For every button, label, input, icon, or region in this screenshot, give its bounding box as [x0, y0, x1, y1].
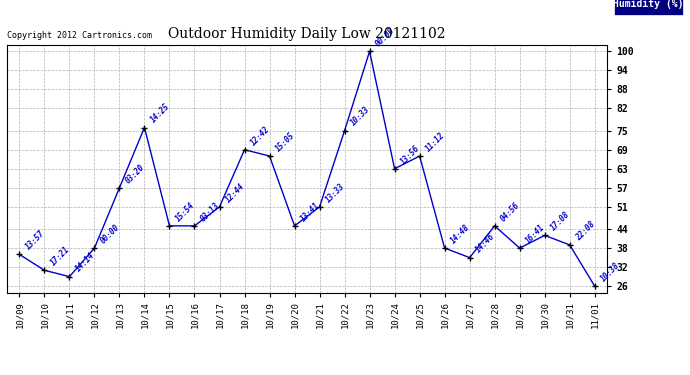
- Text: 22:08: 22:08: [574, 219, 597, 242]
- Text: 15:05: 15:05: [274, 130, 297, 153]
- Text: Copyright 2012 Cartronics.com: Copyright 2012 Cartronics.com: [7, 31, 152, 40]
- Text: 14:48: 14:48: [448, 223, 471, 245]
- Title: Outdoor Humidity Daily Low 20121102: Outdoor Humidity Daily Low 20121102: [168, 27, 446, 41]
- Text: 03:13: 03:13: [199, 200, 221, 223]
- Text: 12:44: 12:44: [224, 182, 246, 204]
- Text: 10:33: 10:33: [348, 105, 371, 128]
- Text: 04:56: 04:56: [499, 200, 522, 223]
- Text: 13:57: 13:57: [23, 229, 46, 252]
- Text: 17:08: 17:08: [549, 210, 571, 232]
- Text: 03:20: 03:20: [124, 162, 146, 185]
- Text: Humidity (%): Humidity (%): [613, 0, 684, 9]
- Text: 14:14: 14:14: [74, 251, 97, 274]
- Text: 16:41: 16:41: [524, 223, 546, 245]
- Text: 00:00: 00:00: [374, 26, 397, 49]
- Text: 12:42: 12:42: [248, 124, 271, 147]
- Text: 17:21: 17:21: [48, 245, 71, 267]
- Text: 14:46: 14:46: [474, 232, 497, 255]
- Text: 13:56: 13:56: [399, 143, 422, 166]
- Text: 11:12: 11:12: [424, 130, 446, 153]
- Text: 13:33: 13:33: [324, 182, 346, 204]
- Text: 13:41: 13:41: [299, 200, 322, 223]
- Text: 10:38: 10:38: [599, 261, 622, 284]
- Text: 14:25: 14:25: [148, 102, 171, 125]
- Text: 00:00: 00:00: [99, 223, 121, 245]
- Text: 15:54: 15:54: [174, 200, 197, 223]
